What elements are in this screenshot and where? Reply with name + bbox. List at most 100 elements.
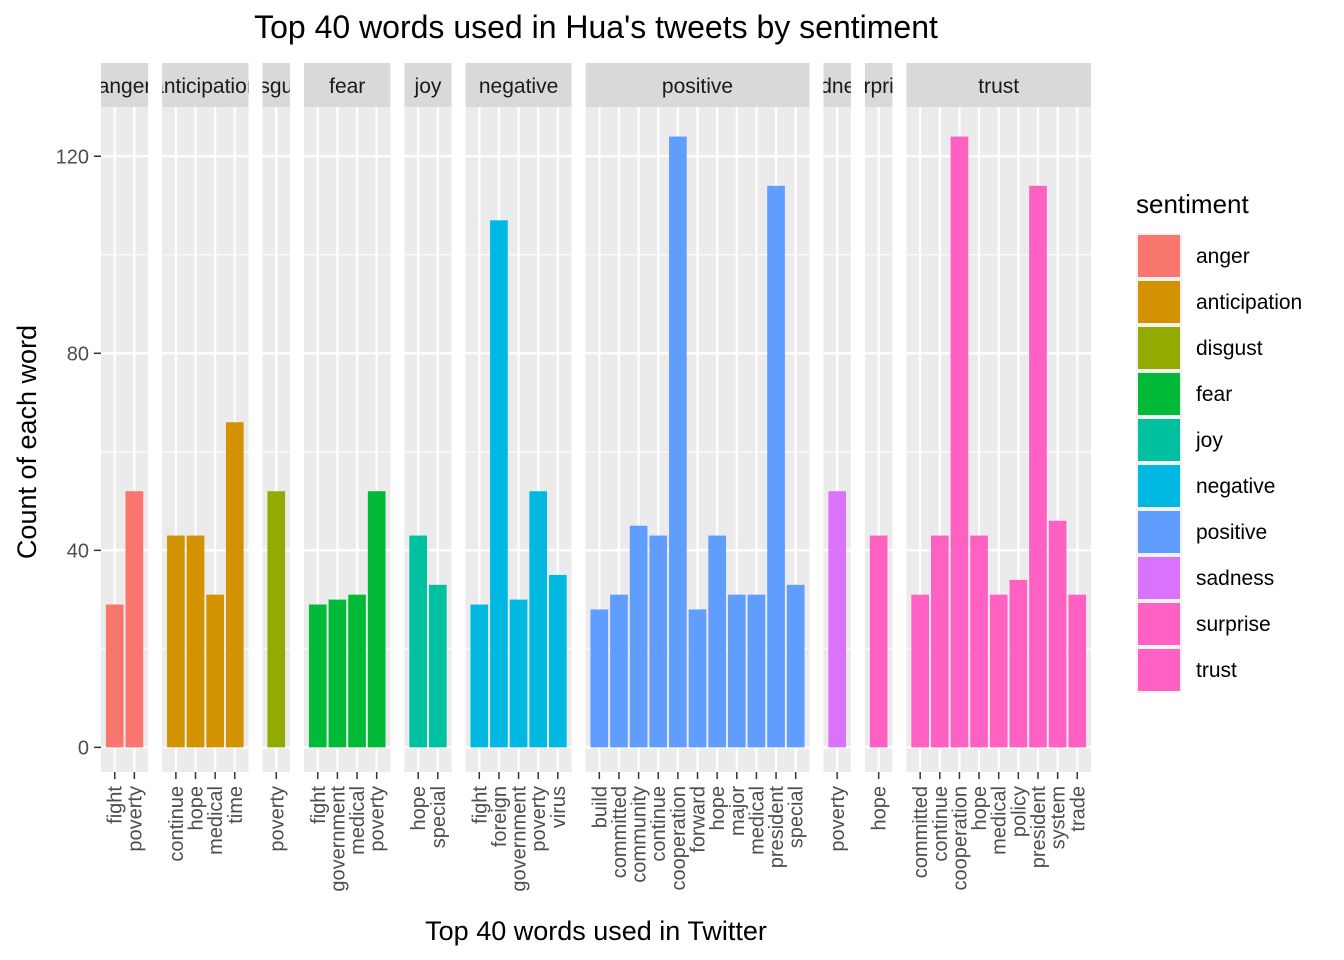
y-tick-label: 40 bbox=[67, 540, 89, 562]
x-tick-label-special: special bbox=[786, 786, 808, 848]
x-tick-label-government: government bbox=[509, 786, 531, 892]
strip-anticipation bbox=[162, 63, 249, 107]
chart-title: Top 40 words used in Hua's tweets by sen… bbox=[254, 9, 938, 45]
x-tick-label-medical: medical bbox=[205, 786, 227, 855]
x-tick-label-policy: policy bbox=[1008, 786, 1030, 837]
x-tick-label-continue: continue bbox=[166, 786, 188, 862]
x-tick-label-fight: fight bbox=[105, 786, 127, 824]
x-tick-label-fight: fight bbox=[308, 786, 330, 824]
x-tick-label-poverty: poverty bbox=[266, 786, 288, 852]
facet-positive: positive buildcommittedcommunitycontinuec… bbox=[585, 63, 810, 891]
bar-anger-poverty bbox=[125, 491, 144, 748]
bar-positive-president bbox=[767, 185, 785, 748]
x-tick-label-committed: committed bbox=[609, 786, 631, 878]
bar-fear-medical bbox=[348, 594, 366, 748]
bar-surprise-hope bbox=[869, 535, 888, 748]
bar-positive-medical bbox=[747, 594, 766, 748]
strip-disgust bbox=[262, 63, 291, 107]
legend: sentiment anger anticipation disgust fear jo… bbox=[1136, 189, 1302, 693]
legend-key-fear bbox=[1138, 373, 1180, 415]
x-tick-label-cooperation: cooperation bbox=[949, 786, 971, 891]
bar-trust-policy bbox=[1009, 579, 1028, 748]
x-tick-label-fight: fight bbox=[469, 786, 491, 824]
x-tick-label-foreign: foreign bbox=[489, 786, 511, 847]
strip-label-disgust: disgust bbox=[243, 75, 310, 98]
strip-sadness bbox=[823, 63, 851, 107]
strip-label-fear: fear bbox=[329, 75, 365, 98]
bar-sadness-poverty bbox=[828, 491, 847, 748]
bar-anticipation-time bbox=[225, 422, 244, 748]
x-tick-label-time: time bbox=[225, 786, 247, 824]
y-axis: 0 40 80 120 bbox=[56, 146, 101, 759]
bar-negative-virus bbox=[549, 574, 567, 748]
bar-disgust-poverty bbox=[267, 491, 286, 748]
strip-joy bbox=[404, 63, 452, 107]
legend-label-positive: positive bbox=[1196, 521, 1267, 544]
legend-label-surprise: surprise bbox=[1196, 613, 1271, 636]
legend-key-anticipation bbox=[1138, 281, 1180, 323]
legend-title: sentiment bbox=[1136, 189, 1249, 219]
legend-key-anger bbox=[1138, 235, 1180, 277]
bar-positive-special bbox=[786, 584, 805, 748]
bar-anger-fight bbox=[105, 604, 124, 748]
bar-trust-system bbox=[1048, 520, 1067, 748]
legend-label-negative: negative bbox=[1196, 475, 1275, 498]
x-tick-label-hope: hope bbox=[408, 786, 430, 831]
x-tick-label-medical: medical bbox=[989, 786, 1011, 855]
x-tick-label-system: system bbox=[1048, 786, 1070, 849]
bar-joy-hope bbox=[409, 535, 427, 748]
x-tick-label-committed: committed bbox=[910, 786, 932, 878]
x-tick-label-community: community bbox=[629, 786, 651, 883]
strip-label-joy: joy bbox=[414, 75, 442, 98]
bar-joy-special bbox=[428, 584, 447, 748]
x-tick-label-trade: trade bbox=[1067, 786, 1089, 832]
facet-trust: trust committedcontinuecooperationhopemed… bbox=[906, 63, 1091, 891]
facet-panels: angerfightpovertyanticipationcontinuehop… bbox=[98, 63, 1091, 892]
bar-positive-hope bbox=[708, 535, 726, 748]
bar-negative-foreign bbox=[490, 220, 508, 748]
x-axis-title: Top 40 words used in Twitter bbox=[425, 916, 767, 946]
strip-label-anger: anger bbox=[98, 75, 152, 98]
legend-key-trust bbox=[1138, 649, 1180, 691]
bar-positive-cooperation bbox=[669, 136, 687, 748]
y-tick-label: 0 bbox=[78, 737, 89, 759]
strip-positive bbox=[585, 63, 810, 107]
x-tick-label-poverty: poverty bbox=[124, 786, 146, 852]
bar-positive-continue bbox=[649, 535, 668, 748]
facet-surprise: surprise hope bbox=[841, 63, 916, 831]
x-tick-label-hope: hope bbox=[707, 786, 729, 831]
x-tick-label-president: president bbox=[1028, 786, 1050, 869]
strip-trust bbox=[906, 63, 1091, 107]
x-tick-label-forward: forward bbox=[688, 786, 710, 853]
bar-fear-fight bbox=[308, 604, 327, 748]
bar-fear-government bbox=[328, 599, 347, 748]
facet-sadness: sadness poverty bbox=[798, 63, 876, 852]
legend-key-surprise bbox=[1138, 603, 1180, 645]
bar-negative-poverty bbox=[529, 491, 548, 748]
x-tick-label-poverty: poverty bbox=[827, 786, 849, 852]
bar-trust-trade bbox=[1068, 594, 1087, 748]
strip-label-surprise: surprise bbox=[841, 75, 916, 98]
y-axis-title: Count of each word bbox=[12, 325, 42, 559]
legend-label-fear: fear bbox=[1196, 383, 1232, 406]
bar-anticipation-medical bbox=[206, 594, 224, 748]
facet-disgust: disgust poverty bbox=[243, 63, 310, 852]
legend-key-sadness bbox=[1138, 557, 1180, 599]
x-tick-label-special: special bbox=[428, 786, 450, 848]
legend-key-disgust bbox=[1138, 327, 1180, 369]
legend-key-positive bbox=[1138, 511, 1180, 553]
facet-negative: negative fightforeigngovernmentpovertyvir… bbox=[465, 63, 572, 892]
legend-key-negative bbox=[1138, 465, 1180, 507]
bar-trust-cooperation bbox=[950, 136, 969, 748]
strip-label-sadness: sadness bbox=[798, 75, 876, 98]
bar-anticipation-continue bbox=[167, 535, 185, 748]
bar-negative-government bbox=[509, 599, 528, 748]
x-tick-label-major: major bbox=[727, 786, 749, 836]
strip-anger bbox=[101, 63, 149, 107]
x-tick-label-build: build bbox=[589, 786, 611, 828]
x-tick-label-continue: continue bbox=[930, 786, 952, 862]
x-tick-label-medical: medical bbox=[746, 786, 768, 855]
